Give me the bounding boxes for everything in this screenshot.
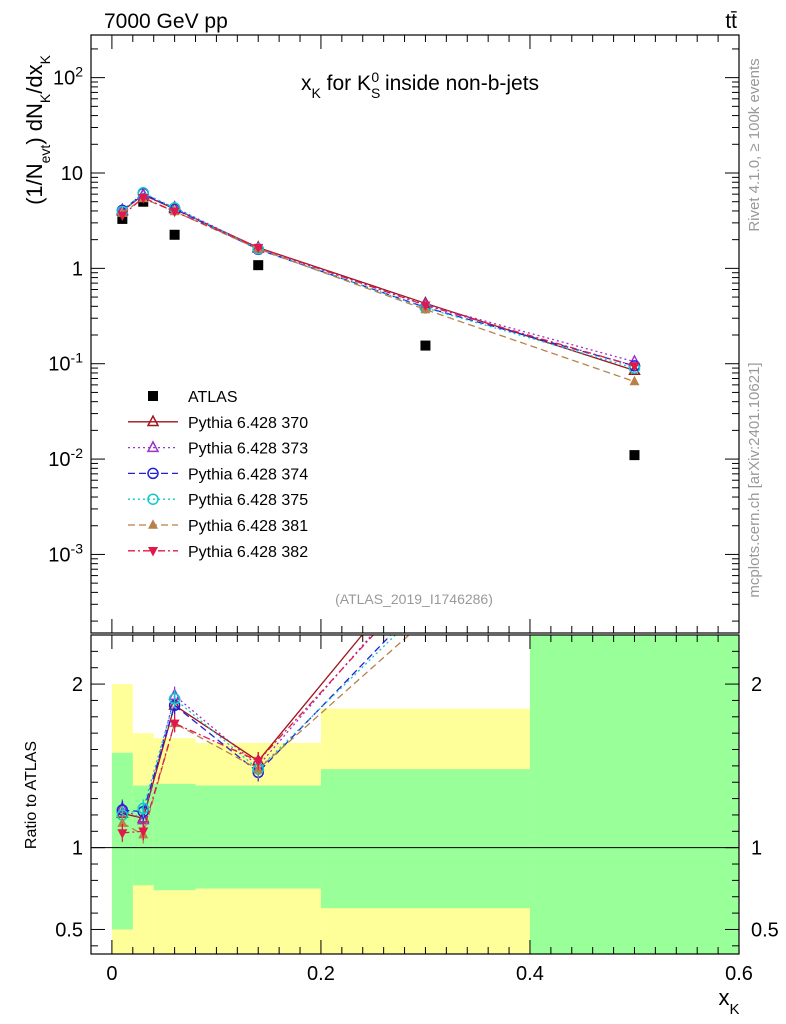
ratio-line-3 (122, 635, 397, 816)
mc-point (138, 194, 149, 204)
main-series (116, 187, 641, 461)
ratio-point (169, 719, 180, 730)
legend-marker (147, 493, 159, 505)
rivet-version-label: Rivet 4.1.0, ≥ 100k events (746, 58, 763, 231)
legend-label: Pythia 6.428 381 (188, 518, 308, 535)
ratio-point (117, 829, 128, 839)
main-line-5 (121, 197, 635, 383)
ratio-point (137, 802, 150, 815)
ratio-ytick-label-left: 0.5 (55, 919, 83, 941)
xtick-label: 0.4 (516, 963, 544, 985)
legend-marker (148, 391, 158, 401)
mc-point (629, 375, 640, 386)
main-ytick-label: 10 (61, 163, 83, 185)
legend: ATLAS Pythia 6.428 370 Pythia 6.428 373 Pyt… (128, 389, 308, 561)
main-ytick-label: 10-2 (48, 445, 83, 471)
main-ytick-exp: 2 (75, 64, 83, 80)
x-axis-label: xK (718, 985, 739, 1018)
main-ytick-exp: -2 (71, 445, 84, 461)
ratio-series (116, 635, 410, 844)
atlas-point (253, 260, 264, 271)
main-ytick-label: 10-1 (48, 350, 83, 376)
legend-label: ATLAS (188, 389, 238, 406)
mc-point (169, 207, 180, 218)
main-ytick-exp: -3 (71, 540, 84, 556)
atlas-point (629, 450, 640, 461)
main-title: xK for KS0 inside non-b-jets (301, 69, 539, 101)
ratio-point (138, 827, 149, 838)
legend-label: Pythia 6.428 375 (188, 492, 308, 509)
legend-marker (146, 414, 160, 427)
main-frame (90, 34, 740, 634)
legend-label: Pythia 6.428 382 (188, 544, 308, 561)
main-ytick-label: 102 (53, 64, 83, 90)
legend-label: Pythia 6.428 373 (188, 441, 308, 458)
mcplots-label: mcplots.cern.ch [arXiv:2401.10621] (746, 362, 763, 597)
legend-marker (148, 519, 158, 529)
ratio-point (117, 817, 128, 827)
legend-label: Pythia 6.428 370 (188, 415, 308, 432)
mc-point (117, 211, 128, 222)
analysis-id: (ATLAS_2019_I1746286) (335, 591, 493, 607)
xtick-label: 0.6 (725, 963, 753, 985)
ratio-ytick-label-right: 0.5 (751, 919, 779, 941)
ratio-ytick-label-right: 1 (751, 838, 762, 860)
atlas-point (420, 340, 431, 351)
header-energy: 7000 GeV pp (104, 10, 228, 33)
band-green-bin-3 (195, 785, 321, 889)
axes: 10-3 10-2 10-1 1 10 102 0 0.2 0.4 0.6 0.5 0.5 1 1 2 2 (48, 34, 779, 985)
mc-point (629, 362, 640, 372)
band-green-bin-2 (153, 783, 196, 891)
ratio-line-5 (122, 635, 375, 834)
legend-marker (147, 467, 159, 480)
ratio-point (253, 757, 264, 767)
ratio-uncertainty-bands (91, 635, 739, 954)
main-ytick-exp: -1 (71, 350, 84, 366)
ratio-ytick-label-left: 2 (72, 674, 83, 696)
ratio-point (168, 693, 181, 705)
xtick-label: 0.2 (307, 963, 335, 985)
ratio-ytick-label-right: 2 (751, 674, 762, 696)
legend-marker (146, 440, 160, 453)
mc-point (420, 301, 431, 312)
ratio-line-1 (122, 635, 373, 821)
main-line-6 (121, 197, 635, 367)
header-process: tt̄ (725, 10, 737, 33)
band-green-bin-4 (320, 769, 530, 909)
main-ylabel: (1/Nevt) dNK/dxK (22, 54, 53, 205)
band-green-bin-5 (529, 635, 739, 954)
legend-label: Pythia 6.428 374 (188, 466, 308, 483)
xtick-label: 0 (106, 963, 117, 985)
atlas-point (169, 229, 180, 240)
main-ytick-label: 10-3 (48, 540, 83, 566)
mc-point (253, 243, 264, 254)
main-ytick-label: 1 (72, 258, 83, 280)
legend-marker (148, 547, 158, 557)
ratio-ytick-label-left: 1 (72, 838, 83, 860)
ratio-line-4 (122, 635, 410, 836)
ratio-frame (90, 634, 740, 955)
ratio-ylabel: Ratio to ATLAS (23, 741, 40, 849)
